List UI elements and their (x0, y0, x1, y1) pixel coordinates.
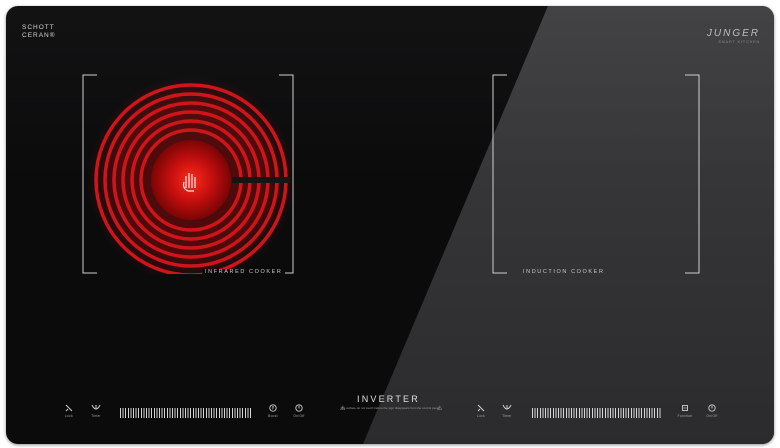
warning-triangle-icon-right: ⚠ (437, 406, 443, 412)
lock-icon[interactable] (64, 404, 74, 416)
inner-heating-disc (151, 140, 231, 220)
induction-zone-label: INDUCTION COOKER (520, 269, 608, 275)
infrared-zone-graphic (82, 74, 294, 274)
timer-icon[interactable] (91, 404, 101, 416)
induction-cooking-zone[interactable]: INDUCTION COOKER (492, 74, 700, 275)
lock-icon[interactable] (476, 404, 486, 416)
left-power-slider[interactable] (120, 408, 252, 418)
boost-caption: Boost (268, 414, 278, 418)
hot-surface-warning: Hot surface do not touch before the sign… (340, 406, 440, 410)
element-terminal (232, 177, 290, 183)
lock-caption: Lock (65, 414, 73, 418)
power-icon[interactable] (294, 404, 304, 416)
cooktop-glass-panel: SCHOTT CERAN® JUNGER SMART KITCHEN (6, 6, 774, 444)
power-caption: On/Off (706, 414, 718, 418)
timer-icon[interactable] (502, 404, 512, 416)
infrared-zone-label: INFRARED COOKER (202, 269, 286, 275)
junger-logo-text: JUNGER (706, 28, 760, 39)
induction-zone-graphic (492, 74, 700, 274)
timer-caption: Timer (502, 414, 512, 418)
boost-icon[interactable]: P (268, 404, 278, 416)
timer-caption: Timer (91, 414, 101, 418)
function-caption: Function (677, 414, 693, 418)
function-icon[interactable] (680, 404, 690, 416)
right-power-slider[interactable] (532, 408, 662, 418)
junger-logo-sub: SMART KITCHEN (718, 40, 760, 44)
hot-surface-hand-icon (182, 173, 196, 192)
power-icon[interactable] (707, 404, 717, 416)
lock-caption: Lock (477, 414, 485, 418)
zone-frame-brackets (492, 74, 700, 274)
schott-ceran-logo: SCHOTT CERAN® (22, 24, 56, 39)
inverter-title: INVERTER (357, 394, 420, 404)
warning-triangle-icon-left: ⚠ (340, 406, 346, 412)
junger-logo: JUNGER SMART KITCHEN (707, 28, 760, 44)
power-caption: On/Off (293, 414, 305, 418)
svg-text:P: P (272, 406, 275, 411)
infrared-cooking-zone[interactable]: INFRARED COOKER (82, 74, 294, 275)
